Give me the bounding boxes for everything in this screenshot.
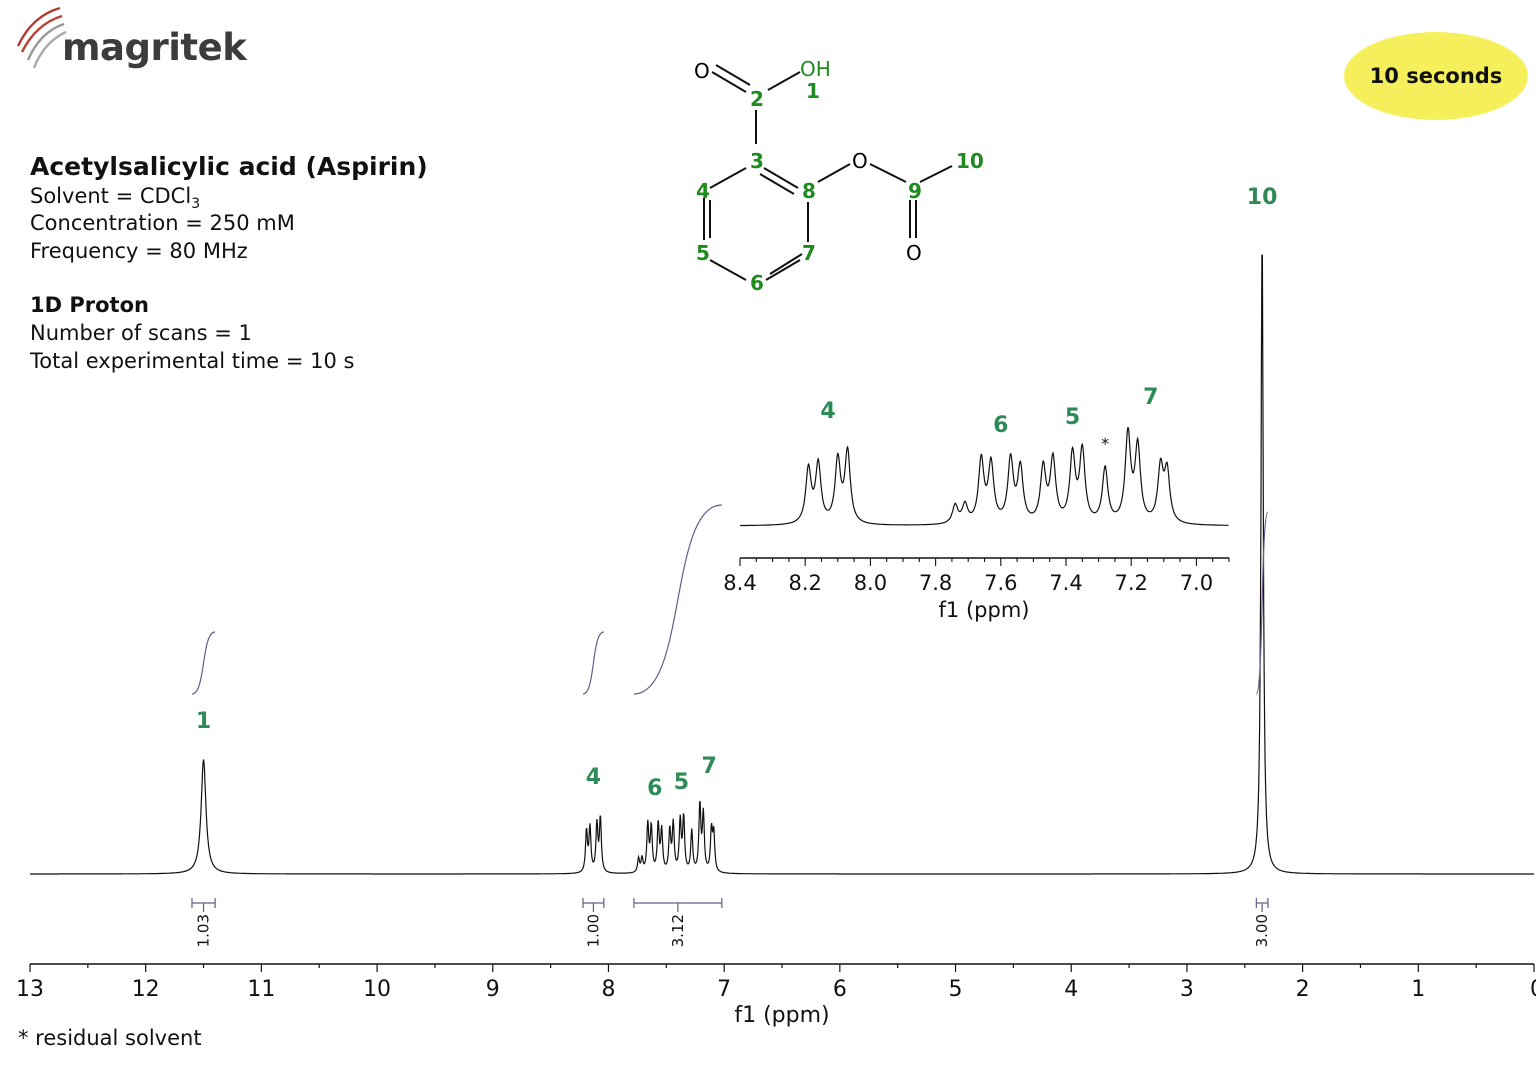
peak-label-5: 5 <box>674 770 689 795</box>
integral-value: 3.12 <box>669 914 687 947</box>
inset-x-axis-label: f1 (ppm) <box>939 598 1030 622</box>
atom-o-acid: O <box>694 59 710 83</box>
x-tick-label: 13 <box>16 977 44 1002</box>
x-tick-label: 6 <box>833 977 847 1002</box>
time-badge: 10 seconds <box>1344 32 1528 120</box>
peak-label-6: 6 <box>647 776 662 801</box>
atom-number-10: 10 <box>956 149 984 173</box>
peak-label-7: 7 <box>701 754 716 779</box>
atom-number-1: 1 <box>806 79 820 103</box>
inset-x-tick-label: 7.4 <box>1049 571 1082 595</box>
spectrum-trace <box>30 254 1534 875</box>
inset-peak-label-7: 7 <box>1143 385 1158 410</box>
peak-label-10: 10 <box>1247 185 1278 210</box>
integral-value: 1.00 <box>584 914 602 947</box>
integral-curve <box>1255 511 1269 695</box>
x-tick-label: 3 <box>1180 977 1194 1002</box>
inset-peak-label-4: 4 <box>820 399 835 424</box>
integral-curve <box>633 504 722 695</box>
inset-peak-label-6: 6 <box>993 413 1008 438</box>
x-tick-label: 4 <box>1064 977 1078 1002</box>
logo-text: magritek <box>62 26 247 69</box>
atom-oh: OH <box>800 57 831 81</box>
x-tick-label: 7 <box>717 977 731 1002</box>
atom-number-3: 3 <box>750 149 764 173</box>
atom-number-4: 4 <box>696 179 710 203</box>
atom-number-7: 7 <box>802 241 816 265</box>
frequency-line: Frequency = 80 MHz <box>30 239 248 263</box>
magritek-logo-icon <box>16 6 67 69</box>
x-tick-label: 8 <box>601 977 615 1002</box>
x-tick-label: 10 <box>363 977 391 1002</box>
atom-number-6: 6 <box>750 271 764 295</box>
atom-number-9: 9 <box>908 179 922 203</box>
inset-x-tick-label: 8.2 <box>788 571 821 595</box>
atom-o-ester: O <box>852 149 868 173</box>
compound-title: Acetylsalicylic acid (Aspirin) <box>30 152 428 181</box>
footnote: * residual solvent <box>18 1026 202 1050</box>
inset-x-tick-label: 8.4 <box>723 571 756 595</box>
x-tick-label: 5 <box>949 977 963 1002</box>
atom-o-carbonyl: O <box>906 241 922 265</box>
x-tick-label: 11 <box>247 977 275 1002</box>
integral-value: 3.00 <box>1253 914 1271 947</box>
inset-x-tick-label: 7.6 <box>984 571 1017 595</box>
aspirin-structure: O OH O O 1 2 3 4 5 6 7 8 9 10 <box>694 57 984 295</box>
inset-x-tick-label: 7.2 <box>1114 571 1147 595</box>
solvent-line: Solvent = CDCl3 <box>30 184 201 213</box>
inset-spectrum-trace <box>740 427 1229 527</box>
inset-peak-label-5: 5 <box>1065 405 1080 430</box>
peak-label-4: 4 <box>586 765 601 790</box>
atom-number-8: 8 <box>802 179 816 203</box>
inset-residual-solvent-marker: * <box>1101 434 1109 453</box>
time-line: Total experimental time = 10 s <box>30 349 355 373</box>
x-axis-label: f1 (ppm) <box>734 1003 829 1028</box>
atom-number-5: 5 <box>696 241 710 265</box>
inset-x-tick-label: 7.8 <box>919 571 952 595</box>
integral-curve <box>191 631 216 695</box>
concentration-line: Concentration = 250 mM <box>30 211 295 235</box>
atom-number-2: 2 <box>750 87 764 111</box>
integral-curve <box>582 631 605 695</box>
inset-x-tick-label: 7.0 <box>1180 571 1213 595</box>
integral-value: 1.03 <box>195 914 213 947</box>
x-tick-label: 2 <box>1296 977 1310 1002</box>
x-tick-label: 9 <box>486 977 500 1002</box>
inset-x-tick-label: 8.0 <box>854 571 887 595</box>
x-tick-label: 0 <box>1530 977 1536 1002</box>
scans-line: Number of scans = 1 <box>30 321 252 345</box>
experiment-title: 1D Proton <box>30 293 149 317</box>
x-tick-label: 12 <box>132 977 160 1002</box>
x-tick-label: 1 <box>1411 977 1425 1002</box>
peak-label-1: 1 <box>196 709 211 734</box>
